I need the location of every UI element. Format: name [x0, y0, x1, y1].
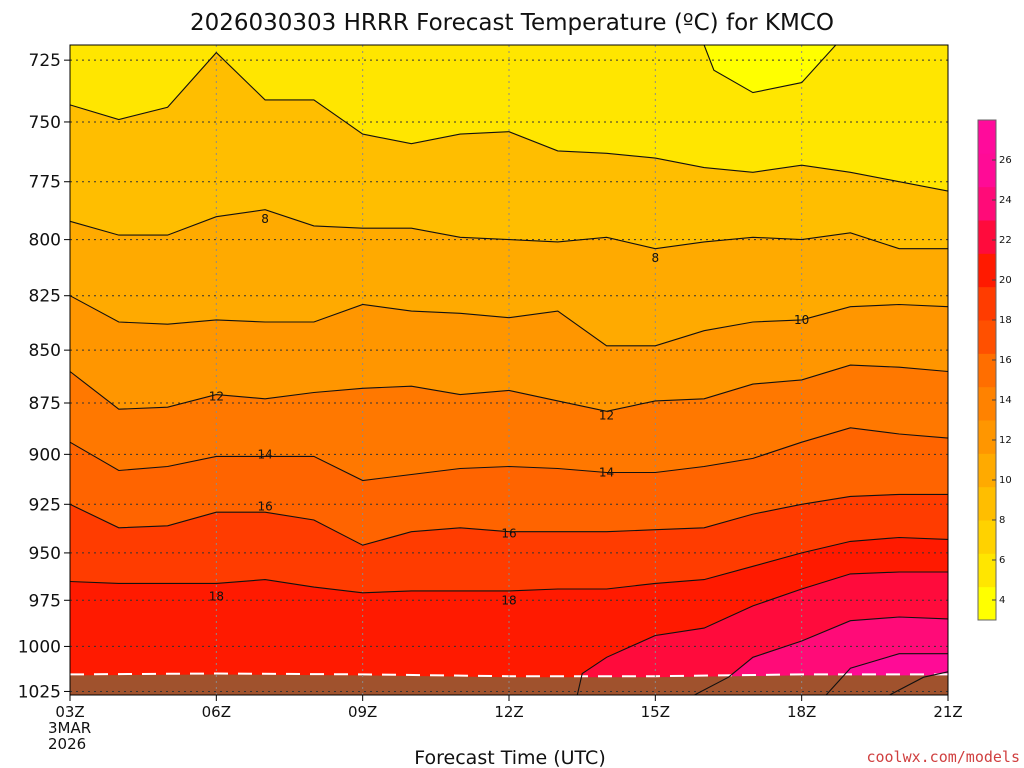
contour-label: 18	[501, 593, 516, 607]
contour-label: 12	[599, 408, 614, 422]
colorbar-segment	[978, 453, 996, 488]
y-tick-label: 750	[29, 113, 61, 133]
contour-line-12	[69, 364, 949, 412]
x-tick-label: 12Z	[494, 703, 523, 721]
contour-line-4	[703, 44, 837, 94]
x-date-label: 3MAR	[48, 719, 91, 737]
y-tick-label: 950	[29, 544, 61, 564]
colorbar-tick-label: 20	[999, 275, 1012, 286]
y-tick-label: 925	[29, 495, 61, 515]
colorbar-segment	[978, 120, 996, 154]
credit-text: coolwx.com/models	[866, 748, 1020, 766]
contour-line-26	[889, 671, 949, 696]
colorbar-segment	[978, 186, 996, 221]
colorbar-tick-label: 4	[999, 595, 1005, 606]
colorbar-segment	[978, 486, 996, 521]
contour-label: 14	[257, 447, 272, 461]
colorbar-tick-label: 18	[999, 315, 1012, 326]
x-date-label: 2026	[48, 735, 86, 753]
colorbar-tick-label: 22	[999, 235, 1012, 246]
y-tick-label: 850	[29, 341, 61, 361]
colorbar-segment	[978, 353, 996, 388]
y-tick-label: 975	[29, 591, 61, 611]
colorbar-segment	[978, 520, 996, 554]
contour-label: 12	[209, 390, 224, 404]
chart-title: 2026030303 HRRR Forecast Temperature (ºC…	[190, 10, 834, 36]
x-tick-label: 03Z	[55, 703, 84, 721]
x-tick-label: 18Z	[787, 703, 816, 721]
y-tick-label: 775	[29, 173, 61, 193]
y-tick-label: 900	[29, 445, 61, 465]
contour-lines	[69, 44, 949, 696]
x-axis-label: Forecast Time (UTC)	[414, 747, 605, 768]
x-tick-label: 09Z	[348, 703, 377, 721]
contour-line-14	[69, 427, 949, 482]
contour-line-8	[69, 209, 948, 250]
contour-label: 18	[209, 590, 224, 604]
contour-label: 10	[794, 313, 809, 327]
colorbar-tick-label: 10	[999, 475, 1012, 486]
y-tick-label: 1000	[18, 637, 61, 657]
contour-line-20	[576, 571, 948, 696]
contour-line-10	[69, 295, 949, 347]
contour-line-24	[825, 653, 948, 696]
colorbar-tick-label: 14	[999, 395, 1012, 406]
axes-layer: 7257507758008258508759009259509751000102…	[18, 44, 963, 753]
colorbar-segment	[978, 153, 996, 188]
colorbar-segment	[978, 253, 996, 288]
colorbar-segment	[978, 386, 996, 421]
y-tick-label: 800	[29, 231, 61, 251]
colorbar-segment	[978, 420, 996, 454]
contour-label: 14	[599, 465, 614, 479]
contour-label: 8	[652, 251, 660, 265]
y-tick-label: 1025	[18, 682, 61, 702]
colorbar: 4 6 8 10 12 14 16 18 20 22 24 26	[977, 119, 1012, 621]
colorbar-frame	[977, 119, 997, 621]
colorbar-tick-label: 16	[999, 355, 1012, 366]
y-tick-label: 725	[29, 51, 61, 71]
colorbar-segment	[978, 220, 996, 254]
colorbar-tick-label: 24	[999, 195, 1012, 206]
y-tick-label: 875	[29, 394, 61, 414]
contour-line-6	[69, 51, 949, 192]
contour-labels: 8 8 10 12 12 14 14 16 16 18 18	[209, 212, 810, 607]
colorbar-segment	[978, 586, 996, 621]
colorbar-tick-label: 6	[999, 555, 1005, 566]
contour-line-22	[694, 616, 949, 696]
contour-label: 16	[257, 499, 272, 513]
colorbar-segment	[978, 553, 996, 588]
x-tick-label: 15Z	[641, 703, 670, 721]
colorbar-segment	[978, 286, 996, 321]
contour-line-16	[69, 493, 948, 546]
colorbar-tick-label: 26	[999, 155, 1012, 166]
contour-label: 16	[501, 527, 516, 541]
colorbar-tick-label: 12	[999, 435, 1012, 446]
plot-area	[69, 45, 948, 695]
colorbar-segment	[978, 320, 996, 354]
ground-fill	[70, 674, 948, 695]
x-tick-label: 06Z	[202, 703, 231, 721]
contour-line-18	[69, 536, 949, 594]
colorbar-tick-label: 8	[999, 515, 1005, 526]
y-tick-label: 825	[29, 287, 61, 307]
x-tick-label: 21Z	[933, 703, 962, 721]
contour-label: 8	[261, 212, 269, 226]
